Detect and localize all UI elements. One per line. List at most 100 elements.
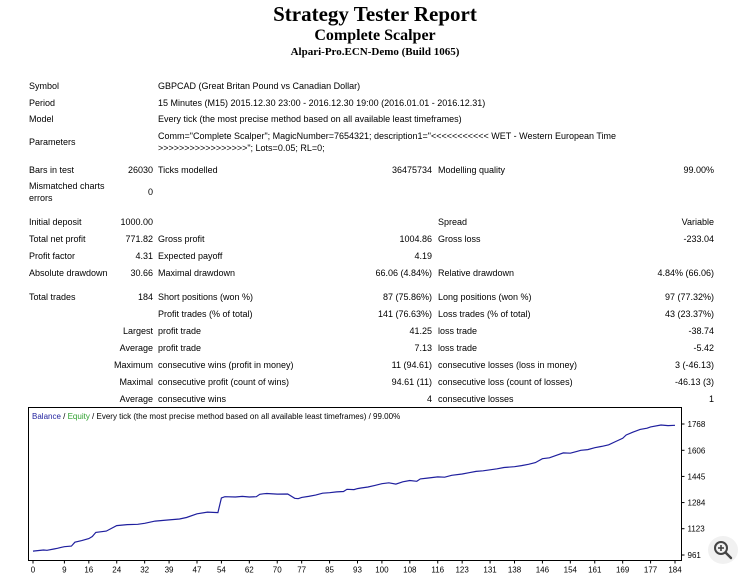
x-tick-label: 146 <box>536 566 550 575</box>
x-tick-label: 161 <box>588 566 602 575</box>
spread-label: Spread <box>438 217 468 227</box>
x-tick-label: 39 <box>165 566 174 575</box>
x-tick-label: 123 <box>455 566 469 575</box>
average-profit-value: 7.13 <box>414 343 432 353</box>
quality-value: 99.00% <box>683 165 714 175</box>
y-tick-label: 1606 <box>688 446 706 455</box>
legend-separator: / <box>61 412 68 421</box>
x-tick-label: 85 <box>325 566 334 575</box>
x-axis: 0 9 16 24 32 39 47 54 62 70 77 85 93 100 108 116 123 131 1… <box>31 560 682 575</box>
zoom-button[interactable] <box>708 536 738 564</box>
x-tick-label: 177 <box>644 566 658 575</box>
legend-description: / Every tick (the most precise method ba… <box>90 412 400 421</box>
balance-series-line <box>32 424 676 552</box>
average-label: Average <box>119 343 153 353</box>
symbol-value: GBPCAD (Great Britan Pound vs Canadian D… <box>158 81 361 91</box>
quality-label: Modelling quality <box>438 165 506 175</box>
average-consecutive-losses-value: 1 <box>708 394 714 404</box>
largest-profit-value: 41.25 <box>409 326 432 336</box>
x-tick-label: 138 <box>508 566 522 575</box>
spread-value: Variable <box>681 217 714 227</box>
x-tick-label: 169 <box>616 566 630 575</box>
x-tick-label: 62 <box>245 566 254 575</box>
model-label: Model <box>29 114 54 124</box>
long-positions-value: 97 (77.32%) <box>664 292 714 302</box>
x-tick-label: 54 <box>217 566 226 575</box>
gross-loss-value: -233.04 <box>683 234 714 244</box>
expected-payoff-value: 4.19 <box>414 251 432 261</box>
y-tick-label: 1445 <box>688 472 706 481</box>
ticks-value: 36475734 <box>391 165 432 175</box>
gross-profit-value: 1004.86 <box>399 234 432 244</box>
maximal-label: Maximal <box>119 377 153 387</box>
expert-name: Complete Scalper <box>314 27 436 44</box>
x-tick-label: 77 <box>297 566 306 575</box>
maximal-consecutive-loss-value: -46.13 (3) <box>674 377 714 387</box>
y-axis: 961 1123 1284 1445 1606 1768 <box>681 420 706 560</box>
relative-drawdown-value: 4.84% (66.06) <box>657 268 714 278</box>
net-profit-value: 771.82 <box>125 234 153 244</box>
x-tick-label: 108 <box>403 566 417 575</box>
loss-trades-label: Loss trades (% of total) <box>438 309 531 319</box>
maximal-drawdown-value: 66.06 (4.84%) <box>375 268 432 278</box>
average-loss-value: -5.42 <box>693 343 714 353</box>
x-tick-label: 47 <box>193 566 202 575</box>
x-tick-label: 154 <box>564 566 578 575</box>
profit-factor-value: 4.31 <box>135 251 153 261</box>
maximal-consecutive-loss-label: consecutive loss (count of losses) <box>438 377 573 387</box>
bars-value: 26030 <box>127 165 153 175</box>
largest-profit-label: profit trade <box>158 326 202 336</box>
chart-legend: Balance / Equity / Every tick (the most … <box>32 412 400 421</box>
long-positions-label: Long positions (won %) <box>438 292 532 302</box>
deposit-value: 1000.00 <box>120 217 153 227</box>
total-trades-value: 184 <box>137 292 153 302</box>
average-consecutive-label: Average <box>119 394 153 404</box>
server-name: Alpari-Pro.ECN-Demo (Build 1065) <box>290 46 460 58</box>
x-tick-label: 16 <box>84 566 93 575</box>
y-tick-label: 961 <box>688 551 702 560</box>
balance-chart: Balance / Equity / Every tick (the most … <box>28 407 706 575</box>
legend-balance: Balance <box>32 412 61 421</box>
short-positions-label: Short positions (won %) <box>158 292 254 302</box>
gross-loss-label: Gross loss <box>438 234 481 244</box>
gross-profit-label: Gross profit <box>158 234 205 244</box>
model-value: Every tick (the most precise method base… <box>158 114 462 124</box>
x-tick-label: 93 <box>353 566 362 575</box>
max-consecutive-wins-label: consecutive wins (profit in money) <box>158 360 294 370</box>
zoom-in-icon <box>714 541 733 560</box>
max-consecutive-losses-value: 3 (-46.13) <box>674 360 714 370</box>
relative-drawdown-label: Relative drawdown <box>438 268 515 278</box>
x-tick-label: 70 <box>273 566 282 575</box>
max-consecutive-wins-value: 11 (94.61) <box>391 360 432 370</box>
mismatch-label-1: Mismatched charts <box>29 181 105 191</box>
x-tick-label: 131 <box>483 566 497 575</box>
average-loss-label: loss trade <box>438 343 478 353</box>
max-consecutive-losses-label: consecutive losses (loss in money) <box>438 360 578 370</box>
loss-trades-value: 43 (23.37%) <box>664 309 714 319</box>
maximum-label: Maximum <box>113 360 153 370</box>
average-consecutive-wins-label: consecutive wins <box>158 394 227 404</box>
x-tick-label: 116 <box>431 566 444 575</box>
bars-label: Bars in test <box>29 165 75 175</box>
deposit-label: Initial deposit <box>29 217 82 227</box>
symbol-label: Symbol <box>29 81 60 91</box>
ticks-label: Ticks modelled <box>158 165 218 175</box>
x-tick-label: 32 <box>140 566 149 575</box>
y-tick-label: 1768 <box>688 420 706 429</box>
report-title: Strategy Tester Report <box>273 2 477 26</box>
x-tick-label: 9 <box>62 566 67 575</box>
period-label: Period <box>29 98 56 108</box>
absolute-drawdown-label: Absolute drawdown <box>29 268 108 278</box>
total-trades-label: Total trades <box>29 292 76 302</box>
average-consecutive-wins-value: 4 <box>426 394 432 404</box>
largest-loss-label: loss trade <box>438 326 478 336</box>
mismatch-label-2: errors <box>29 193 53 203</box>
parameters-label: Parameters <box>29 137 76 147</box>
x-tick-label: 0 <box>31 566 36 575</box>
maximal-drawdown-label: Maximal drawdown <box>158 268 236 278</box>
largest-loss-value: -38.74 <box>688 326 714 336</box>
chart-frame <box>28 407 682 561</box>
x-tick-label: 184 <box>668 566 682 575</box>
short-positions-value: 87 (75.86%) <box>382 292 432 302</box>
net-profit-label: Total net profit <box>29 234 86 244</box>
